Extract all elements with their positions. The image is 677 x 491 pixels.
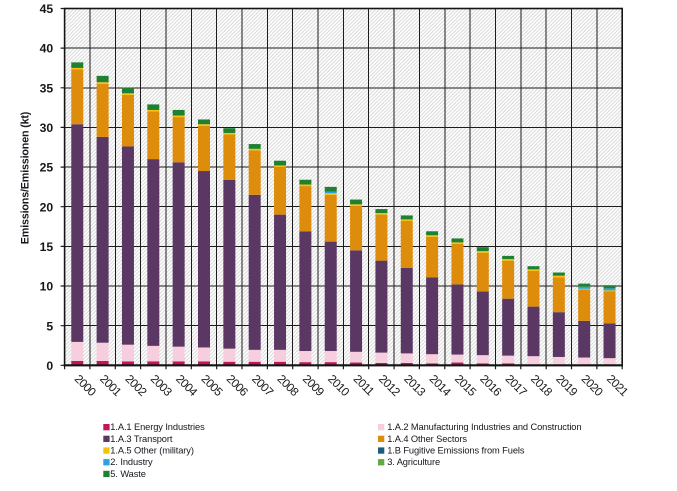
svg-text:5: 5 <box>46 319 53 333</box>
svg-text:10: 10 <box>40 280 54 294</box>
svg-text:45: 45 <box>40 2 54 16</box>
svg-text:25: 25 <box>40 161 54 175</box>
svg-text:1.B Fugitive Emissions from Fu: 1.B Fugitive Emissions from Fuels <box>387 446 525 456</box>
svg-text:35: 35 <box>40 81 54 95</box>
svg-text:1.A.2 Manufacturing Industries: 1.A.2 Manufacturing Industries and Const… <box>387 422 581 432</box>
svg-text:15: 15 <box>40 240 54 254</box>
svg-text:1.A.1 Energy Industries: 1.A.1 Energy Industries <box>110 422 205 432</box>
svg-text:1.A.5 Other (military): 1.A.5 Other (military) <box>110 446 194 456</box>
svg-text:3. Agriculture: 3. Agriculture <box>387 457 440 467</box>
svg-text:1.A.4 Other Sectors: 1.A.4 Other Sectors <box>387 434 467 444</box>
svg-text:40: 40 <box>40 42 54 56</box>
svg-text:0: 0 <box>46 359 53 373</box>
svg-text:Emissions/Emissionen (kt): Emissions/Emissionen (kt) <box>20 111 32 244</box>
svg-text:2. Industry: 2. Industry <box>110 457 153 467</box>
svg-text:1.A.3 Transport: 1.A.3 Transport <box>110 434 173 444</box>
svg-text:30: 30 <box>40 121 54 135</box>
svg-text:5. Waste: 5. Waste <box>110 469 146 479</box>
svg-text:20: 20 <box>40 200 54 214</box>
